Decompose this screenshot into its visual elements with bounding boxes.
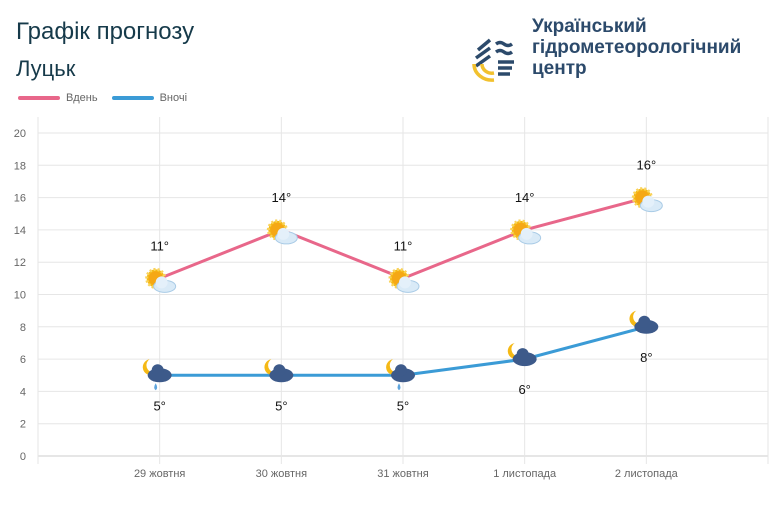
sun-cloud-icon bbox=[145, 267, 177, 293]
data-label: 14° bbox=[515, 190, 535, 205]
data-label: 5° bbox=[153, 398, 165, 413]
y-tick-label: 0 bbox=[20, 451, 26, 463]
y-tick-label: 16 bbox=[14, 193, 26, 205]
data-label: 11° bbox=[394, 238, 413, 253]
data-label: 14° bbox=[271, 190, 291, 205]
y-tick-label: 14 bbox=[14, 225, 26, 237]
data-label: 8° bbox=[640, 350, 652, 365]
moon-cloud-rain-icon bbox=[386, 359, 415, 391]
y-tick-label: 4 bbox=[20, 386, 26, 398]
sun-cloud-icon bbox=[388, 267, 420, 293]
organization-name: Український гідрометеорологічний центр bbox=[532, 16, 741, 79]
org-line: Український bbox=[532, 16, 647, 37]
x-tick-label: 31 жовтня bbox=[377, 468, 428, 480]
sun-cloud-icon bbox=[631, 187, 663, 213]
y-tick-label: 2 bbox=[20, 419, 26, 431]
y-tick-label: 18 bbox=[14, 160, 26, 172]
moon-cloud-icon bbox=[629, 310, 659, 334]
data-label: 16° bbox=[636, 158, 656, 173]
y-tick-label: 12 bbox=[14, 257, 26, 269]
x-tick-label: 30 жовтня bbox=[256, 468, 307, 480]
legend-label-day[interactable]: Вдень bbox=[66, 92, 98, 104]
x-tick-label: 29 жовтня bbox=[134, 468, 185, 480]
legend-swatch-day[interactable] bbox=[18, 96, 60, 100]
sun-cloud-icon bbox=[266, 219, 298, 245]
sun-cloud-icon bbox=[510, 219, 542, 245]
x-tick-label: 2 листопада bbox=[615, 468, 679, 480]
x-tick-label: 1 листопада bbox=[493, 468, 557, 480]
y-tick-label: 8 bbox=[20, 322, 26, 334]
city-name: Луцьк bbox=[16, 56, 76, 81]
chart-legend: Вдень Вночі bbox=[18, 92, 187, 104]
legend-swatch-night[interactable] bbox=[111, 96, 154, 100]
page-title: Графік прогнозу bbox=[16, 18, 195, 45]
moon-cloud-icon bbox=[507, 343, 537, 367]
y-tick-label: 20 bbox=[14, 128, 26, 140]
ugc-logo-icon bbox=[472, 38, 514, 82]
org-line: центр bbox=[532, 58, 587, 79]
moon-cloud-rain-icon bbox=[142, 359, 172, 391]
org-line: гідрометеорологічний bbox=[532, 37, 742, 58]
moon-cloud-icon bbox=[264, 359, 294, 383]
y-tick-label: 10 bbox=[14, 290, 26, 302]
y-tick-label: 6 bbox=[20, 354, 26, 366]
data-label: 11° bbox=[150, 238, 169, 253]
data-label: 5° bbox=[397, 398, 409, 413]
data-label: 5° bbox=[275, 398, 287, 413]
legend-label-night[interactable]: Вночі bbox=[159, 92, 188, 104]
data-label: 6° bbox=[518, 382, 530, 397]
